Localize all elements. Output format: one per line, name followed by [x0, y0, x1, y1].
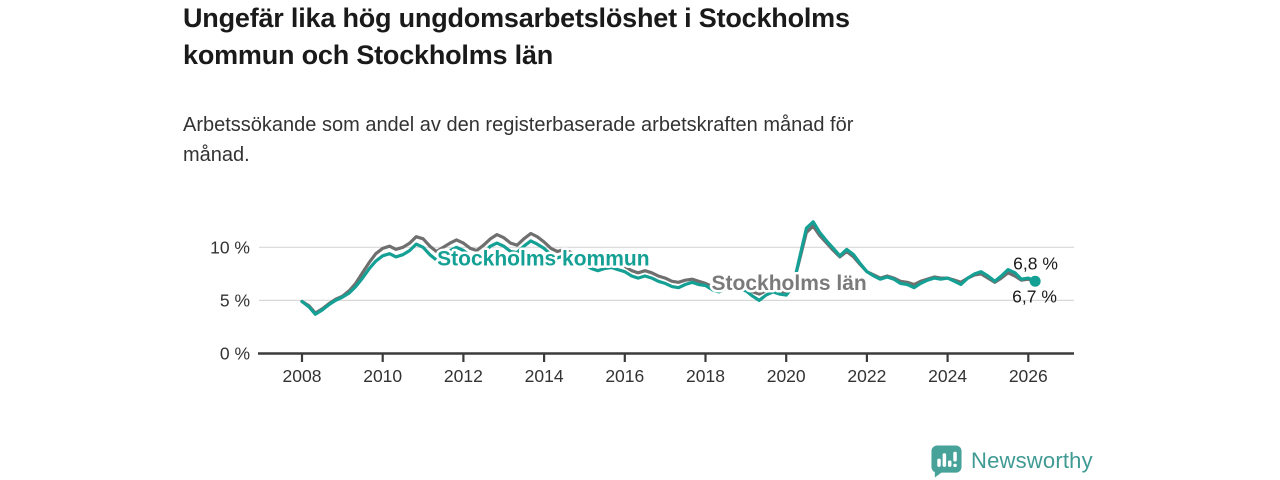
brand-name: Newsworthy	[971, 448, 1093, 473]
x-tick-label: 2020	[767, 366, 806, 386]
series-line-stockholms-kommun	[300, 220, 1037, 316]
x-tick-label: 2008	[283, 366, 322, 386]
title-line-1: Ungefär lika hög ungdomsarbetslöshet i S…	[183, 3, 850, 33]
x-tick-label: 2012	[444, 366, 483, 386]
chart-subtitle: Arbetssökande som andel av den registerb…	[183, 110, 853, 170]
x-tick-label: 2026	[1009, 366, 1048, 386]
subtitle-line-2: månad.	[183, 144, 250, 166]
newsworthy-logo: Newsworthy	[930, 444, 1093, 478]
end-value-label-bottom: 6,7 %	[1012, 286, 1057, 306]
x-tick-label: 2014	[525, 366, 564, 386]
series-label-stockholms-län: Stockholms län	[712, 272, 867, 295]
y-tick-label: 0 %	[220, 344, 250, 364]
y-tick-label: 5 %	[220, 290, 250, 310]
series-end-dot	[1029, 275, 1041, 287]
subtitle-line-1: Arbetssökande som andel av den registerb…	[183, 114, 854, 136]
page-title: Ungefär lika hög ungdomsarbetslöshet i S…	[183, 0, 850, 74]
x-tick-label: 2022	[847, 366, 886, 386]
series-line-stockholms-län	[300, 224, 1037, 315]
end-value-label-top: 6,8 %	[1013, 253, 1058, 273]
y-tick-label: 10 %	[210, 237, 250, 257]
x-tick-label: 2010	[363, 366, 402, 386]
x-tick-label: 2018	[686, 366, 725, 386]
x-tick-label: 2024	[928, 366, 967, 386]
x-tick-label: 2016	[605, 366, 644, 386]
newsworthy-speech-bubble-bar-chart-icon	[931, 445, 962, 478]
series-label-stockholms-kommun: Stockholms kommun	[437, 247, 649, 270]
title-line-2: kommun och Stockholms län	[183, 40, 554, 70]
